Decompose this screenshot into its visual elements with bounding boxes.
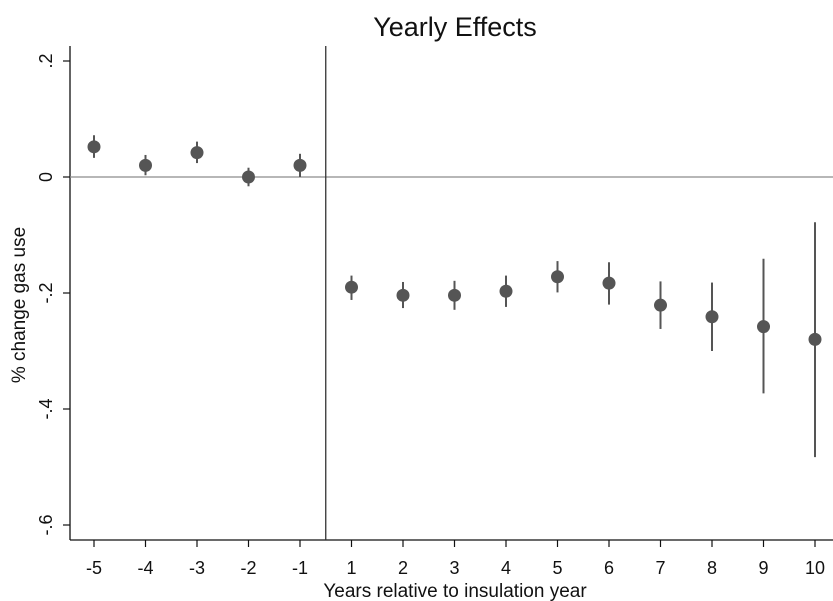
y-tick-label: -.6 — [36, 514, 56, 535]
estimate-point — [345, 280, 358, 294]
estimate-point — [602, 276, 616, 290]
chart-title: Yearly Effects — [373, 12, 537, 42]
estimate-point — [654, 298, 667, 312]
x-ticks: -5 -4 -3 -2 -1 1 2 3 4 5 6 7 8 9 10 — [86, 540, 825, 578]
estimate-point — [396, 288, 410, 302]
x-tick-label: -2 — [240, 558, 256, 578]
x-axis-label: Years relative to insulation year — [323, 581, 587, 601]
x-tick-label: 2 — [398, 558, 408, 578]
estimate-point — [242, 170, 255, 184]
x-tick-label: 1 — [346, 558, 356, 578]
x-tick-label: 4 — [501, 558, 511, 578]
estimate-point — [705, 310, 719, 324]
estimate-point — [87, 140, 101, 154]
estimates-series — [87, 135, 822, 458]
y-tick-label: -.2 — [36, 282, 56, 303]
estimate-point — [757, 320, 770, 334]
x-tick-label: -4 — [137, 558, 153, 578]
x-tick-label: -5 — [86, 558, 102, 578]
estimate-point — [190, 146, 204, 160]
y-axis-label: % change gas use — [9, 227, 30, 383]
x-tick-label: 9 — [758, 558, 768, 578]
x-tick-label: 6 — [604, 558, 614, 578]
y-tick-label: .2 — [36, 53, 56, 68]
estimate-point — [499, 284, 513, 298]
estimate-point — [293, 158, 307, 172]
estimate-point — [448, 288, 461, 302]
x-tick-label: 3 — [449, 558, 459, 578]
x-tick-label: -1 — [292, 558, 308, 578]
estimate-point — [551, 270, 564, 284]
x-tick-label: 7 — [655, 558, 665, 578]
estimate-point — [139, 158, 152, 172]
x-tick-label: 8 — [707, 558, 717, 578]
x-tick-label: 5 — [552, 558, 562, 578]
y-ticks: .2 0 -.2 -.4 -.6 — [36, 53, 70, 536]
estimate-point — [808, 332, 822, 346]
y-tick-label: 0 — [36, 172, 56, 182]
y-tick-label: -.4 — [36, 398, 56, 419]
x-tick-label: 10 — [805, 558, 825, 578]
x-tick-label: -3 — [189, 558, 205, 578]
